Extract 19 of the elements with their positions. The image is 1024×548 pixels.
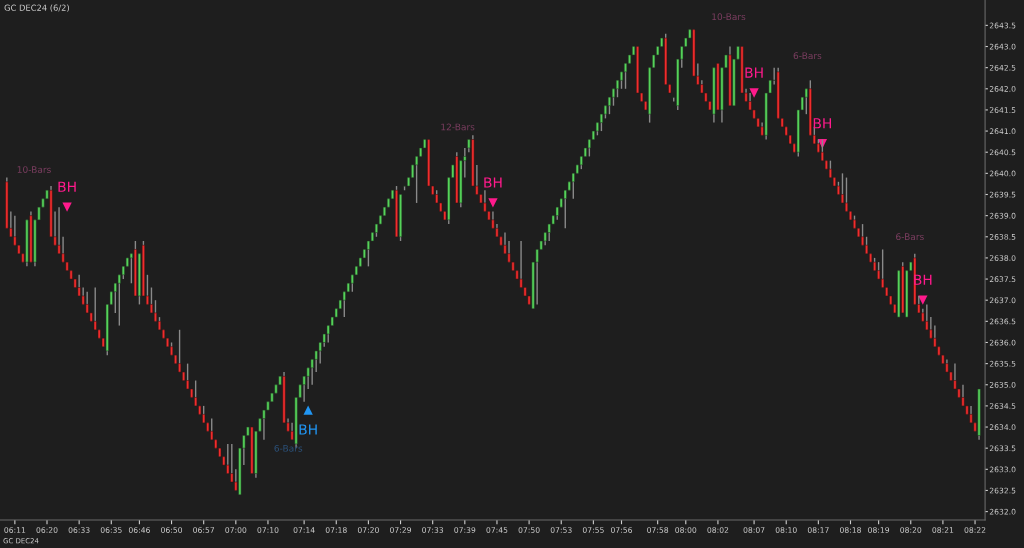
annotation: 10-Bars xyxy=(17,166,51,173)
point xyxy=(303,405,313,415)
candlestick xyxy=(129,252,133,284)
series-label: BH xyxy=(299,424,317,435)
candlestick xyxy=(804,88,808,115)
annotation: 6-Bars xyxy=(274,444,303,452)
annotation: 12-Bars xyxy=(441,123,475,131)
point xyxy=(749,88,759,98)
chart-title: GC DEC24 (6/2) xyxy=(4,4,69,12)
text: BH xyxy=(484,177,502,188)
point xyxy=(488,198,498,208)
annotation: 6-Bars xyxy=(793,52,822,60)
text: BH xyxy=(58,181,76,192)
text: BH xyxy=(745,67,763,78)
annotation: 10-Bars xyxy=(712,13,746,21)
candlestick xyxy=(234,468,238,492)
annotation: 6-Bars xyxy=(896,233,924,241)
text: BH xyxy=(813,118,831,129)
point xyxy=(62,202,72,212)
